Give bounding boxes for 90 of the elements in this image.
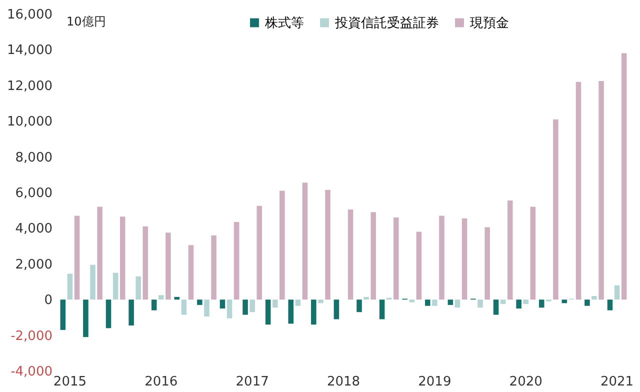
x-tick-label: 2021 (600, 374, 634, 390)
y-axis-title: 10億円 (66, 14, 106, 28)
bar (598, 80, 604, 300)
y-tick-label: -4,000 (10, 364, 52, 380)
bar (334, 300, 340, 320)
y-tick-label: 10,000 (7, 114, 52, 130)
bar (166, 232, 171, 300)
bar (553, 119, 558, 300)
bar (311, 300, 316, 325)
bar (265, 300, 271, 325)
bar (234, 222, 240, 300)
bar (220, 300, 226, 309)
bar (158, 295, 164, 300)
y-tick-label: -2,000 (10, 328, 52, 344)
x-tick-label: 2017 (236, 374, 269, 390)
x-tick-label: 2019 (418, 374, 452, 390)
y-tick-label: 2,000 (15, 257, 52, 272)
bar (621, 53, 627, 300)
bar (484, 227, 490, 300)
bar (136, 276, 141, 300)
bar (112, 272, 118, 300)
y-tick-label: 14,000 (7, 43, 52, 58)
y-tick-label: 8,000 (15, 150, 52, 166)
bar (523, 300, 528, 304)
bar (83, 300, 88, 338)
bar (318, 300, 324, 304)
bar (393, 217, 399, 300)
bar (448, 300, 454, 305)
bar (409, 300, 415, 302)
bar (462, 218, 468, 300)
bar (128, 300, 134, 326)
y-tick-label: 16,000 (7, 8, 52, 22)
bar (614, 285, 620, 300)
bar (562, 300, 568, 304)
bar (181, 300, 187, 315)
x-tick-label: 2016 (144, 374, 178, 390)
bar (364, 296, 369, 300)
bar (250, 300, 255, 312)
x-tick-label: 2015 (53, 374, 87, 390)
bar (348, 209, 354, 300)
bar (356, 300, 362, 312)
bar (416, 232, 422, 300)
bar (370, 212, 376, 300)
bar (592, 296, 597, 300)
y-tick-label: 0 (44, 293, 52, 308)
bar (295, 300, 301, 306)
legend-label: 株式等 (264, 16, 304, 31)
bar (439, 216, 444, 300)
bar (379, 300, 385, 320)
bar (288, 300, 294, 324)
bar (97, 206, 102, 300)
y-tick-label: 12,000 (7, 78, 52, 94)
bar (325, 190, 330, 300)
y-tick-label: 4,000 (15, 222, 52, 237)
bar (530, 206, 536, 300)
bar (226, 300, 232, 318)
bar (576, 82, 582, 300)
bar (151, 300, 157, 310)
bar (142, 226, 148, 300)
bar (478, 300, 483, 308)
bar (106, 300, 112, 328)
bar (493, 300, 499, 315)
bar (211, 235, 216, 300)
bar (204, 300, 210, 317)
bar (272, 300, 278, 308)
bar (607, 300, 613, 310)
bar (67, 274, 73, 300)
bar (197, 300, 202, 305)
bar (242, 300, 248, 315)
x-tick-label: 2018 (326, 374, 360, 390)
bar (74, 216, 80, 300)
legend-label: 現預金 (470, 16, 509, 31)
bar (424, 300, 430, 306)
bar (256, 206, 262, 300)
bar (120, 216, 126, 300)
bar (454, 300, 460, 308)
x-tick-label: 2020 (509, 374, 542, 390)
bar (500, 300, 506, 304)
bar (188, 245, 194, 300)
bar (507, 200, 513, 300)
bar (60, 300, 66, 330)
bar (516, 300, 522, 309)
bar (432, 300, 438, 306)
bar (280, 190, 285, 300)
bar (302, 182, 308, 300)
bar (584, 300, 590, 306)
y-tick-label: 6,000 (15, 186, 52, 201)
bar (538, 300, 544, 308)
bar (90, 264, 96, 300)
legend-label: 投資信託受益証券 (334, 16, 439, 31)
